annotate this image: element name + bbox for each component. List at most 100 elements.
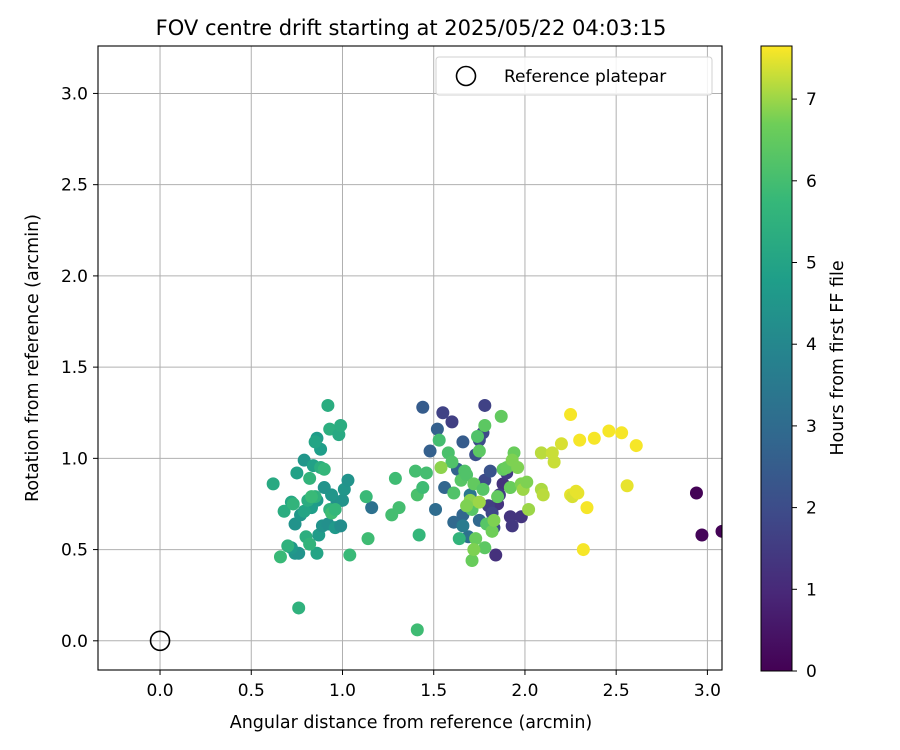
- legend-entry-reference: Reference platepar: [504, 67, 666, 87]
- scatter-point: [328, 502, 342, 516]
- scatter-point: [554, 437, 568, 451]
- scatter-point: [388, 471, 402, 485]
- y-tick-label: 2.0: [61, 267, 88, 287]
- scatter-point: [571, 486, 585, 500]
- colorbar-tick-label: 2: [806, 499, 817, 519]
- scatter-point: [695, 528, 709, 542]
- scatter-point: [485, 524, 499, 538]
- scatter-point: [303, 471, 317, 485]
- scatter-point: [478, 419, 492, 433]
- scatter-point: [266, 477, 280, 491]
- scatter-point: [321, 398, 335, 412]
- scatter-point: [445, 415, 459, 429]
- scatter-point: [334, 519, 348, 533]
- x-tick-label: 1.5: [420, 681, 447, 701]
- colorbar-tick-label: 7: [806, 90, 817, 110]
- scatter-point: [494, 409, 508, 423]
- scatter-point: [341, 473, 355, 487]
- x-tick-label: 3.0: [694, 681, 721, 701]
- scatter-point: [304, 490, 318, 504]
- scatter-point: [432, 433, 446, 447]
- y-tick-label: 0.5: [61, 541, 88, 561]
- scatter-point: [483, 464, 497, 478]
- legend-reference-icon: [455, 65, 477, 87]
- scatter-point: [469, 532, 483, 546]
- colorbar-tick-label: 0: [806, 662, 817, 682]
- scatter-point: [429, 502, 443, 516]
- scatter-point: [587, 431, 601, 445]
- scatter-point: [573, 433, 587, 447]
- scatter-point: [460, 468, 474, 482]
- scatter-point: [334, 419, 348, 433]
- scatter-point: [629, 439, 643, 453]
- scatter-point: [522, 502, 536, 516]
- scatter-point: [365, 501, 379, 515]
- colorbar-gradient: [760, 45, 793, 672]
- scatter-point: [292, 601, 306, 615]
- colorbar-tick-label: 4: [806, 335, 817, 355]
- scatter-point: [452, 532, 466, 546]
- scatter-point: [317, 462, 331, 476]
- y-tick-label: 0.0: [61, 632, 88, 652]
- scatter-point: [467, 543, 481, 557]
- scatter-point: [456, 519, 470, 533]
- scatter-point: [505, 519, 519, 533]
- colorbar: 0 1 2 3 4 5 6 7 Hours from first FF file: [760, 45, 848, 682]
- colorbar-tick-label: 5: [806, 254, 817, 274]
- colorbar-label: Hours from first FF file: [828, 260, 848, 455]
- scatter-point: [419, 466, 433, 480]
- scatter-point: [503, 481, 517, 495]
- scatter-point: [447, 486, 461, 500]
- scatter-point: [564, 408, 578, 422]
- scatter-point: [310, 546, 324, 560]
- scatter-point: [277, 504, 291, 518]
- scatter-point: [281, 539, 295, 553]
- scatter-point: [534, 446, 548, 460]
- scatter-point: [423, 444, 437, 458]
- plot-frame: [97, 45, 723, 671]
- legend-box: [435, 56, 713, 96]
- colorbar-tick-label: 3: [806, 417, 817, 437]
- scatter-point: [359, 490, 373, 504]
- scatter-point: [620, 479, 634, 493]
- scatter-point: [335, 493, 349, 507]
- scatter-point: [471, 429, 485, 443]
- scatter-point: [286, 497, 300, 511]
- scatter-point: [410, 623, 424, 637]
- y-tick-label: 1.5: [61, 358, 88, 378]
- scatter-point: [602, 424, 616, 438]
- scatter-point: [434, 460, 448, 474]
- x-tick-label: 0.5: [238, 681, 265, 701]
- scatter-point: [478, 541, 492, 555]
- scatter-point: [715, 524, 722, 538]
- scatter-point: [511, 460, 525, 474]
- scatter-point: [297, 504, 311, 518]
- scatter-point: [478, 398, 492, 412]
- scatter-point: [317, 481, 331, 495]
- scatter-point: [416, 400, 430, 414]
- legend: Reference platepar: [435, 56, 713, 96]
- plot-area: 0.0 0.5 1.0 1.5 2.0 2.5 3.0 0.0 0.5 1.0 1.5 2.0 2.5…: [61, 45, 723, 701]
- y-axis-title: Rotation from reference (arcmin): [23, 214, 43, 502]
- scatter-point: [456, 435, 470, 449]
- scatter-point: [580, 501, 594, 515]
- scatter-point: [303, 537, 317, 551]
- scatter-point: [436, 406, 450, 420]
- scatter-point: [472, 444, 486, 458]
- x-tick-label: 0.0: [147, 681, 174, 701]
- grid-lines: [98, 46, 722, 670]
- scatter-point: [408, 464, 422, 478]
- scatter-point: [547, 455, 561, 469]
- scatter-point: [476, 482, 490, 496]
- chart-title: FOV centre drift starting at 2025/05/22 …: [156, 16, 667, 40]
- scatter-points: [266, 398, 722, 637]
- scatter-point: [445, 455, 459, 469]
- colorbar-tick-label: 1: [806, 580, 817, 600]
- colorbar-tick-label: 6: [806, 172, 817, 192]
- x-axis-title: Angular distance from reference (arcmin): [230, 713, 593, 733]
- scatter-point: [392, 501, 406, 515]
- scatter-point: [460, 499, 474, 513]
- scatter-point: [472, 495, 486, 509]
- scatter-point: [576, 543, 590, 557]
- scatter-point: [689, 486, 703, 500]
